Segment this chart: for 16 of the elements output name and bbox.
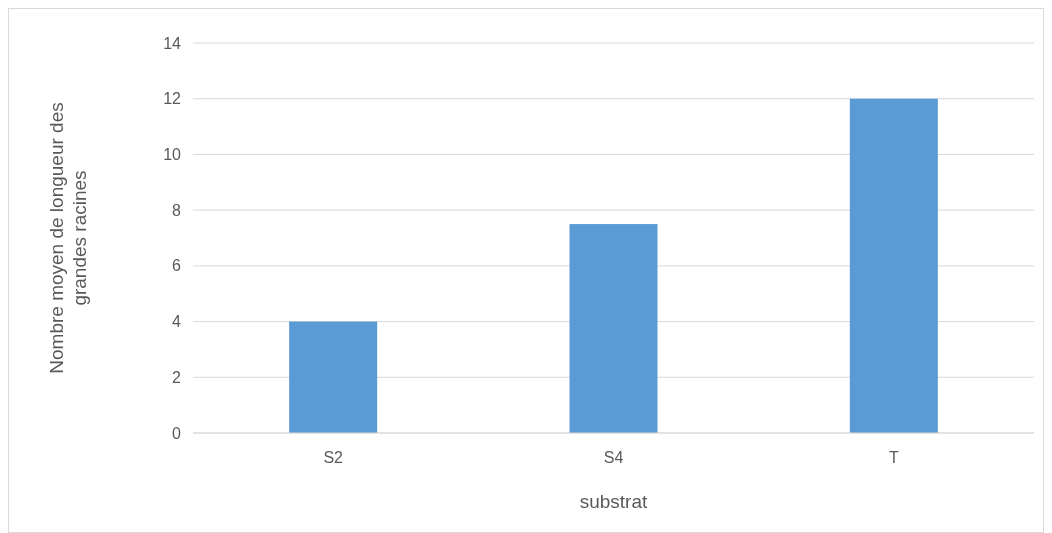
bar bbox=[289, 321, 378, 433]
y-tick-label: 2 bbox=[172, 368, 182, 386]
y-tick-label: 8 bbox=[172, 201, 182, 219]
y-tick-label: 12 bbox=[163, 90, 182, 108]
y-tick-label: 0 bbox=[172, 424, 182, 442]
y-tick-label: 14 bbox=[163, 34, 182, 52]
x-tick-label: T bbox=[888, 449, 899, 466]
y-tick-label: 6 bbox=[172, 257, 182, 275]
y-tick-label: 4 bbox=[172, 313, 182, 331]
x-tick-label: S4 bbox=[603, 449, 624, 466]
y-axis-title: Nombre moyen de longueur des grandes racines bbox=[46, 102, 91, 374]
x-axis-title: substrat bbox=[579, 491, 649, 512]
x-tick-label: S2 bbox=[323, 449, 344, 466]
y-tick-label: 10 bbox=[163, 146, 182, 164]
bar bbox=[849, 98, 938, 433]
bar bbox=[569, 224, 658, 433]
